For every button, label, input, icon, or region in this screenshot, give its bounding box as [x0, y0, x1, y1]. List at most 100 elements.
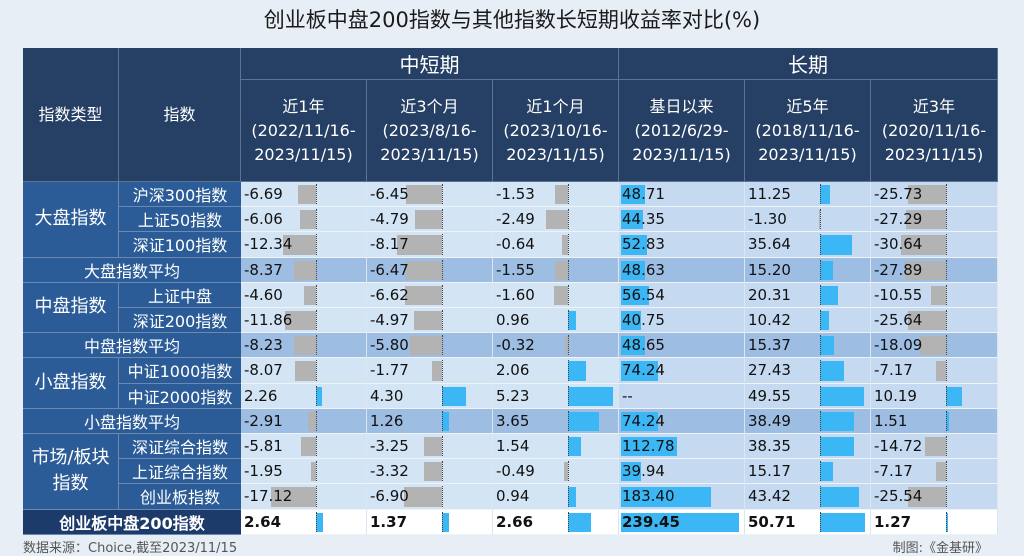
- negative-bar: [396, 235, 442, 255]
- index-name: 上证中盘: [119, 282, 241, 308]
- positive-bar: [315, 512, 323, 532]
- value-cell: 43.42: [745, 484, 871, 510]
- zero-axis-line: [567, 436, 569, 457]
- positive-bar: [567, 411, 600, 431]
- value-cell: -2.49: [493, 207, 619, 233]
- zero-axis-line: [567, 461, 569, 482]
- value-text: 49.55: [748, 386, 791, 405]
- value-text: 10.19: [874, 386, 917, 405]
- value-cell: 52.83: [619, 232, 745, 258]
- positive-bar: [621, 311, 642, 331]
- value-text: 5.23: [496, 386, 530, 405]
- positive-bar: [567, 487, 576, 507]
- value-cell: 40.75: [619, 308, 745, 334]
- value-cell: -8.23: [241, 333, 367, 359]
- value-text: 1.26: [370, 411, 404, 430]
- value-cell: -8.37: [241, 257, 367, 283]
- value-text: -3.32: [370, 462, 409, 481]
- zero-axis-line: [315, 234, 317, 255]
- positive-bar: [819, 386, 864, 406]
- negative-bar: [310, 462, 316, 482]
- value-cell: 39.94: [619, 459, 745, 485]
- header-index-name: 指数: [119, 48, 241, 182]
- period-label: 近3年: [912, 96, 956, 116]
- zero-axis-line: [567, 234, 569, 255]
- positive-bar: [621, 411, 658, 431]
- zero-axis-line: [946, 360, 948, 381]
- positive-bar: [819, 336, 834, 356]
- value-text: 15.20: [748, 260, 791, 279]
- value-text: 0.94: [496, 487, 530, 506]
- value-cell: 49.55: [745, 383, 871, 409]
- zero-axis-line: [441, 184, 443, 205]
- header-period: 近3个月 (2023/8/16- 2023/11/15): [367, 80, 493, 182]
- zero-axis-line: [819, 436, 821, 457]
- positive-bar: [315, 386, 322, 406]
- value-text: 74.24: [622, 361, 665, 380]
- index-name: 上证综合指数: [119, 459, 241, 485]
- group-label: 市场/板块 指数: [23, 434, 119, 510]
- value-cell: 1.27: [871, 509, 998, 535]
- value-cell: -25.73: [871, 182, 998, 208]
- positive-bar: [819, 411, 855, 431]
- zero-axis-line: [567, 335, 569, 356]
- positive-bar: [621, 185, 645, 205]
- value-cell: 2.64: [241, 509, 367, 535]
- positive-bar: [441, 512, 450, 532]
- value-cell: -6.47: [367, 257, 493, 283]
- value-cell: -6.69: [241, 182, 367, 208]
- index-name: 深证100指数: [119, 232, 241, 258]
- zero-axis-line: [819, 360, 821, 381]
- value-cell: --: [619, 383, 745, 409]
- negative-bar: [935, 361, 947, 381]
- zero-axis-line: [819, 385, 821, 406]
- index-name: 创业板指数: [119, 484, 241, 510]
- positive-bar: [819, 361, 845, 381]
- value-text: 2.06: [496, 361, 530, 380]
- zero-axis-line: [946, 385, 948, 406]
- positive-bar: [621, 336, 645, 356]
- value-cell: -25.64: [871, 308, 998, 334]
- zero-axis-line: [946, 436, 948, 457]
- value-cell: -7.17: [871, 459, 998, 485]
- value-text: -5.80: [370, 336, 409, 355]
- value-cell: -11.86: [241, 308, 367, 334]
- value-text: -1.53: [496, 185, 535, 203]
- value-text: -5.81: [244, 437, 283, 455]
- value-text: -11.86: [244, 311, 293, 329]
- value-text: -4.97: [370, 311, 409, 329]
- value-text: 48.63: [622, 260, 665, 279]
- header-period: 基日以来 (2012/6/29- 2023/11/15): [619, 80, 745, 182]
- positive-bar: [819, 185, 830, 205]
- zero-axis-line: [946, 310, 948, 331]
- positive-bar: [819, 311, 830, 331]
- value-text: 56.54: [622, 285, 665, 304]
- negative-bar: [308, 411, 316, 431]
- value-cell: 48.71: [619, 182, 745, 208]
- negative-bar: [562, 235, 568, 255]
- value-text: -25.64: [874, 311, 923, 329]
- value-cell: -6.06: [241, 207, 367, 233]
- zero-axis-line: [315, 410, 317, 431]
- value-text: 112.78: [622, 437, 675, 455]
- value-cell: 48.63: [619, 257, 745, 283]
- positive-bar: [946, 411, 949, 431]
- positive-bar: [621, 235, 648, 255]
- value-cell: 48.65: [619, 333, 745, 359]
- positive-bar: [621, 437, 677, 457]
- zero-axis-line: [441, 284, 443, 305]
- value-text: 4.30: [370, 386, 404, 405]
- value-text: 0.96: [496, 311, 530, 329]
- zero-axis-line: [441, 234, 443, 255]
- value-cell: -6.62: [367, 282, 493, 308]
- value-text: --: [622, 386, 633, 405]
- value-cell: 44.35: [619, 207, 745, 233]
- group-average-name: 大盘指数平均: [23, 257, 241, 283]
- negative-bar: [298, 185, 316, 205]
- value-text: 3.65: [496, 411, 530, 430]
- positive-bar: [946, 386, 962, 406]
- negative-bar: [270, 487, 316, 507]
- value-cell: 56.54: [619, 282, 745, 308]
- data-source-note: 数据来源：Choice,截至2023/11/15: [23, 541, 238, 556]
- value-cell: -25.54: [871, 484, 998, 510]
